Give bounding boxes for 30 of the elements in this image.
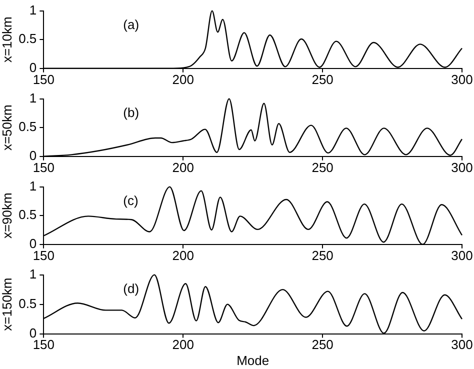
annotation: (d) [123, 281, 140, 296]
x-axis-title: Mode [236, 352, 270, 368]
y-tick-label: 1 [29, 178, 37, 194]
x-tick-label: 200 [172, 72, 194, 87]
x-tick-label: 200 [172, 248, 194, 263]
y-tick-label: 0.5 [18, 207, 37, 222]
x-tick-label: 200 [172, 160, 194, 175]
y-axis-title: x=150km [0, 278, 14, 331]
y-axis-title: x=50km [0, 104, 14, 151]
x-tick-label: 250 [312, 248, 334, 263]
y-tick-label: 0.5 [18, 31, 37, 46]
line-series [43, 186, 463, 245]
x-tick-label: 250 [312, 160, 334, 175]
x-tick-label: 250 [312, 337, 334, 352]
x-tick-label: 300 [451, 72, 473, 87]
y-tick-label: 0.5 [18, 296, 37, 311]
x-tick-label: 300 [451, 160, 473, 175]
x-tick-label: 200 [172, 337, 194, 352]
y-tick-label: 0.5 [18, 119, 37, 134]
annotation: (b) [123, 104, 140, 120]
y-tick-label: 1 [29, 2, 37, 18]
y-axis-title: x=10km [0, 16, 14, 63]
annotation: (a) [123, 16, 140, 32]
y-tick-label: 1 [29, 266, 37, 282]
x-tick-label: 300 [451, 248, 473, 263]
y-tick-label: 1 [29, 90, 37, 106]
annotation: (c) [123, 192, 138, 208]
x-tick-label: 300 [451, 337, 473, 352]
x-tick-label: 250 [312, 72, 334, 87]
y-axis-title: x=90km [0, 192, 14, 239]
